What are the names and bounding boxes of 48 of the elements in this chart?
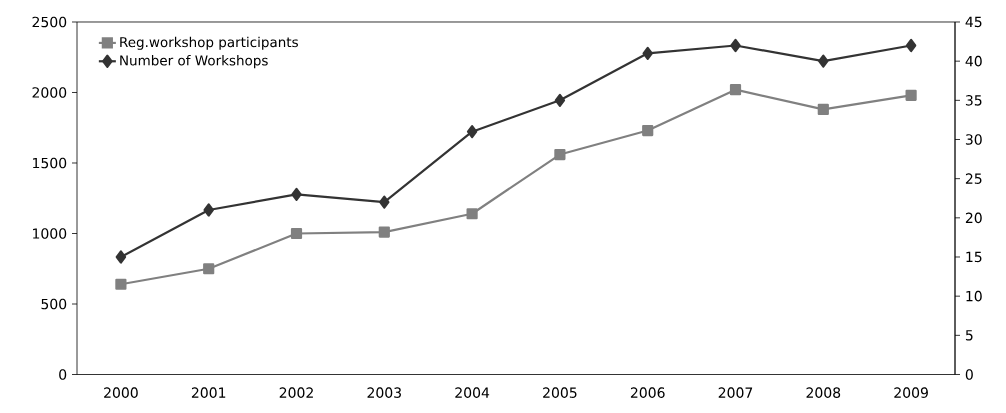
point [642, 46, 653, 60]
point [729, 84, 742, 96]
y-tick-label: 2000 [32, 87, 67, 98]
point [291, 187, 302, 201]
y2-tick-label: 0 [965, 369, 973, 380]
y-tick-label: 500 [41, 298, 67, 310]
x-tick-label: 2003 [367, 387, 401, 398]
point [818, 54, 829, 68]
point [203, 203, 214, 217]
point [115, 278, 127, 290]
y2-tick-label: 5 [965, 330, 973, 341]
x-tick-label: 2000 [104, 387, 138, 398]
point [730, 38, 741, 53]
x-tick-label: 2008 [806, 387, 841, 398]
y2-tick-label: 10 [966, 290, 982, 302]
point [642, 124, 654, 137]
point [466, 125, 478, 139]
y-tick-label: 1000 [33, 228, 67, 239]
point [554, 148, 566, 161]
point [905, 38, 917, 53]
y2-tick-label: 35 [965, 95, 982, 106]
point [817, 103, 829, 116]
x-tick-label: 2009 [894, 387, 928, 398]
y-tick-label: 2500 [32, 16, 67, 28]
y2-tick-label: 20 [965, 212, 982, 224]
y-tick-label: 0 [59, 369, 67, 380]
y2-tick-label: 45 [965, 16, 982, 28]
y2-tick-label: 40 [965, 55, 982, 67]
legend-label: Reg.workshop participants [120, 36, 298, 50]
x-tick-label: 2006 [630, 387, 665, 398]
y2-tick-label: 25 [965, 173, 982, 184]
point [379, 195, 390, 209]
x-tick-label: 2002 [279, 387, 313, 398]
x-tick-label: 2004 [455, 387, 490, 398]
point [115, 250, 127, 264]
x-tick-label: 2001 [191, 387, 226, 398]
y-tick-label: 1500 [33, 157, 67, 169]
x-tick-label: 2007 [718, 387, 753, 398]
point [378, 226, 390, 238]
y2-tick-label: 15 [966, 251, 982, 263]
point [203, 263, 215, 275]
x-tick-label: 2005 [543, 387, 577, 398]
y2-tick-label: 30 [965, 134, 982, 145]
legend-label: Number of Workshops [120, 55, 268, 69]
point [554, 93, 566, 107]
point [466, 208, 478, 220]
point [905, 89, 917, 101]
point [290, 227, 303, 240]
